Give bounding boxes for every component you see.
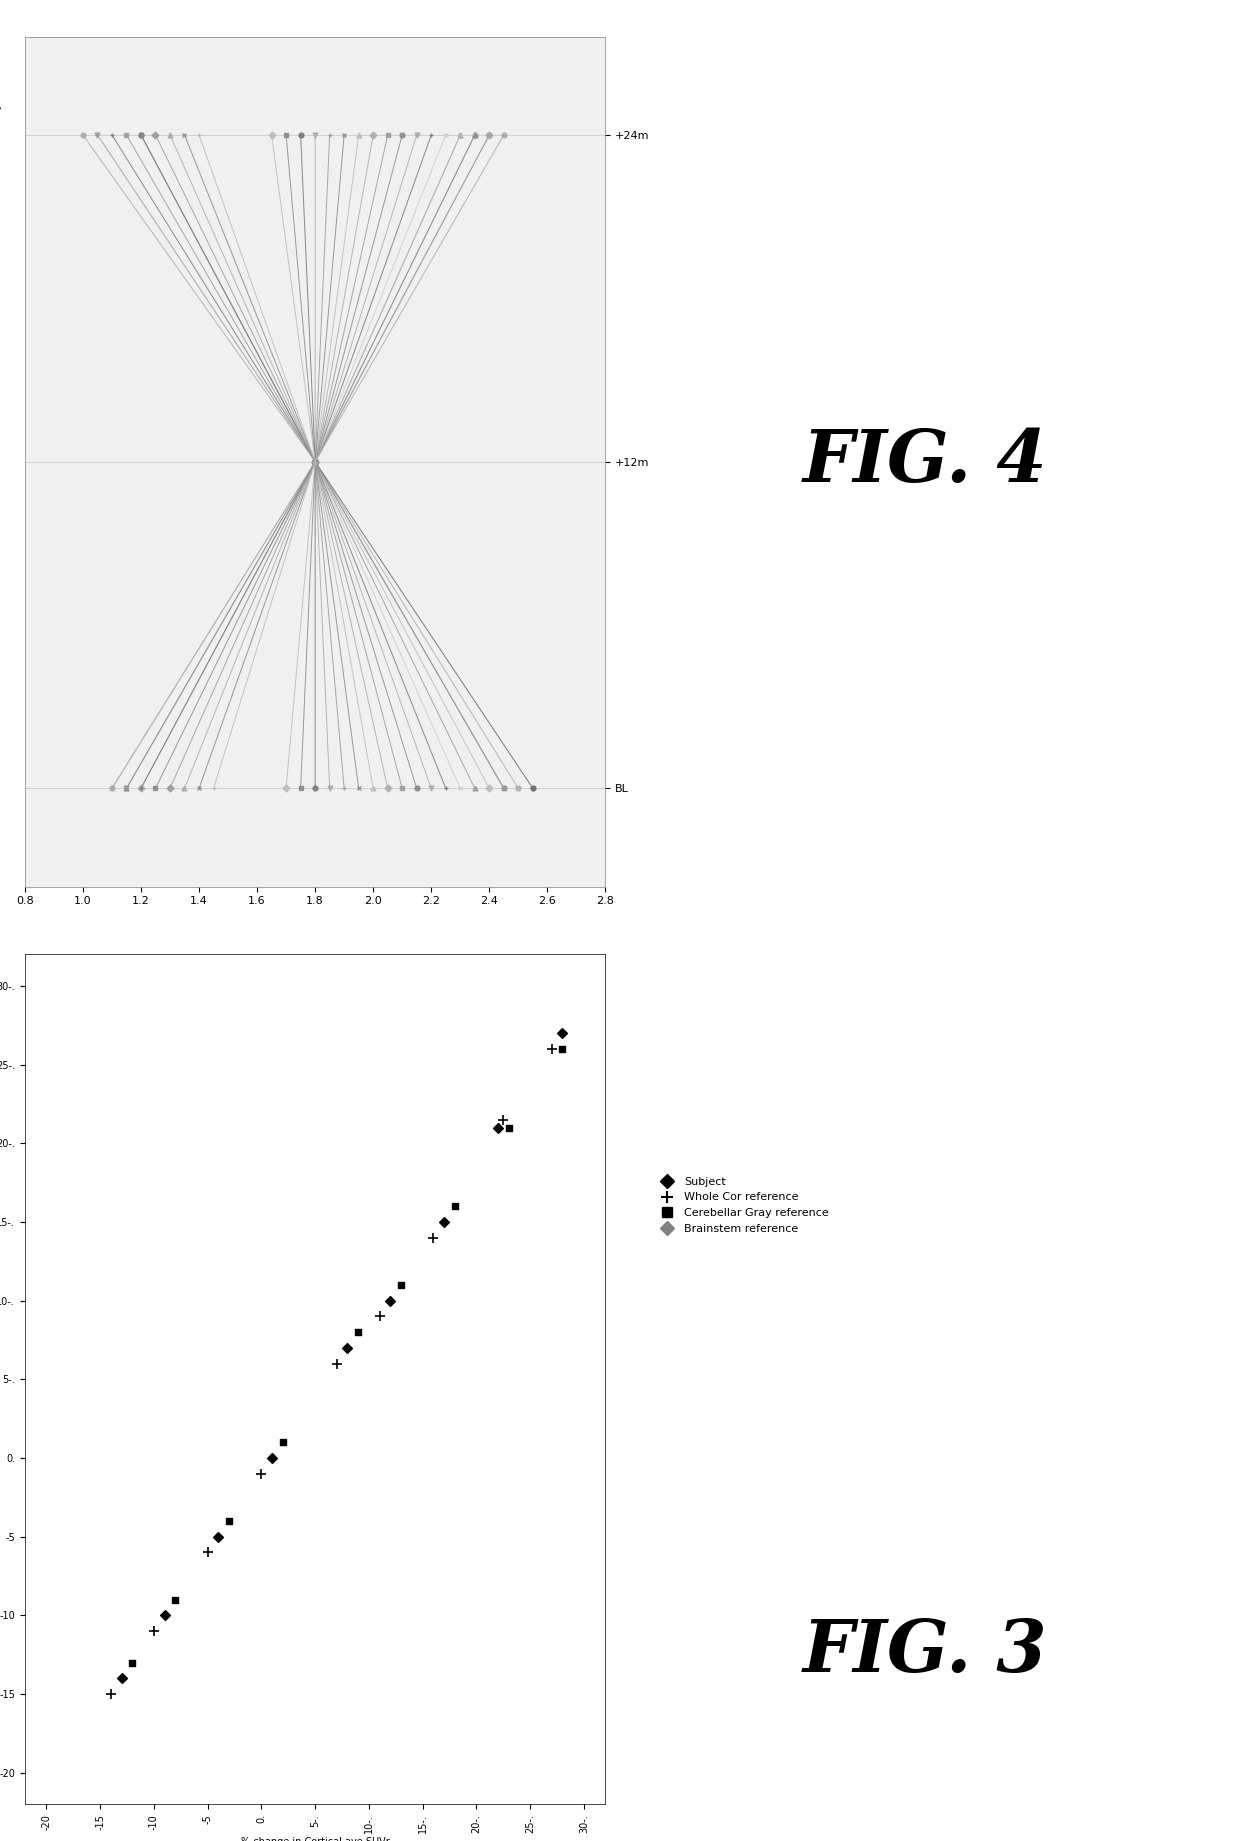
Point [553,1035,573,1064]
Text: FIG. 4: FIG. 4 [802,425,1047,497]
Point [208,1523,228,1552]
Point [489,1112,508,1141]
Point [370,1302,389,1331]
Point [165,1585,185,1615]
Point [542,1035,562,1064]
Point [392,1270,412,1300]
Point [100,1679,120,1708]
Point [498,1112,518,1141]
Point [273,1427,293,1456]
Point [337,1333,357,1362]
Text: PIB Cortical Average SUVR: ADNI 1
subjects with MCI Dx at baseline: PIB Cortical Average SUVR: ADNI 1 subjec… [0,0,1,134]
Point [494,1105,513,1134]
Point [434,1208,454,1237]
Point [262,1443,281,1473]
Point [219,1506,239,1535]
Point [252,1460,272,1489]
Legend: Subject, Whole Cor reference, Cerebellar Gray reference, Brainstem reference: Subject, Whole Cor reference, Cerebellar… [652,1173,833,1237]
X-axis label: % change in Cortical ave SUVr: % change in Cortical ave SUVr [241,1837,389,1841]
Text: FIG. 3: FIG. 3 [802,1616,1047,1686]
Point [326,1349,346,1379]
Point [123,1648,143,1677]
Point [155,1600,175,1629]
Point [197,1537,217,1567]
Point [144,1616,164,1646]
Point [553,1018,573,1048]
Point [348,1318,368,1348]
Point [112,1664,131,1694]
Point [381,1285,401,1314]
Point [445,1191,465,1221]
Point [424,1222,444,1252]
